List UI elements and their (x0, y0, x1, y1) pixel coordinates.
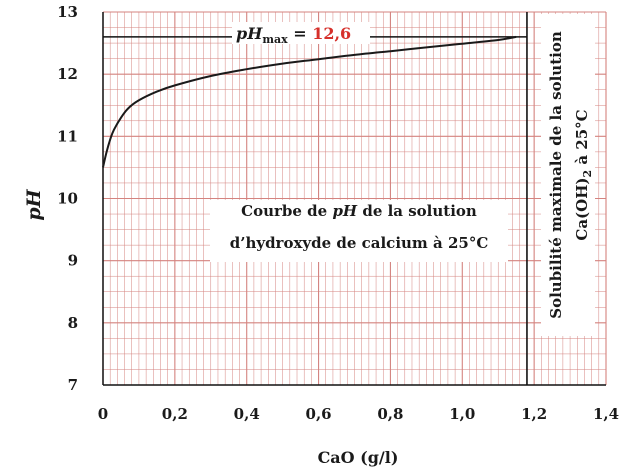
y-tick-label: 9 (68, 252, 78, 270)
y-tick-label: 7 (68, 376, 78, 394)
x-axis-label: CaO (g/l) (318, 448, 399, 467)
phmax-value: 12,6 (312, 24, 351, 43)
solubility-temperature: à 25°C (573, 109, 591, 170)
solubility-formula: Ca(OH) (573, 178, 591, 241)
curve-title-line1: Courbe de pH de la solution (241, 202, 477, 220)
x-tick-label: 0 (98, 405, 108, 423)
x-tick-label: 0,4 (234, 405, 260, 423)
phmax-label-equals: = (288, 24, 313, 43)
solubility-label-background (541, 14, 595, 336)
solubility-formula-sub: 2 (581, 170, 594, 178)
grid-lines (102, 11, 607, 386)
phmax-label-ph: pH (236, 24, 263, 43)
curve-title-background (210, 200, 508, 262)
phmax-label-background (232, 22, 370, 44)
curve-title-part-c: de la solution (357, 202, 477, 220)
solubility-label-line1: Solubilité maximale de la solution (547, 31, 565, 319)
y-tick-label: 12 (57, 65, 78, 83)
phmax-label: pHmax = 12,6 (236, 24, 351, 46)
phmax-label-sub: max (262, 33, 288, 46)
x-tick-label: 0,8 (377, 405, 403, 423)
y-tick-label: 13 (57, 3, 78, 21)
y-tick-label: 11 (57, 127, 78, 145)
y-tick-label: 10 (57, 190, 78, 208)
tick-labels: 0 0,2 0,4 0,6 0,8 1,0 1,2 1,4 7 8 9 10 11 12 13 (57, 3, 619, 423)
series-ph-curve (102, 35, 517, 168)
curve-title-part-b: pH (332, 202, 357, 220)
curve-title-part-a: Courbe de (241, 202, 332, 220)
x-tick-label: 0,6 (306, 405, 332, 423)
solubility-label-line2: Ca(OH)2 à 25°C (573, 109, 594, 240)
x-tick-label: 0,2 (162, 405, 188, 423)
x-tick-label: 1,4 (593, 405, 619, 423)
y-axis-label: pH (23, 188, 45, 220)
axes (102, 12, 606, 386)
x-tick-label: 1,2 (521, 405, 547, 423)
x-tick-label: 1,0 (449, 405, 475, 423)
y-tick-label: 8 (68, 314, 78, 332)
curve-title-line2: d’hydroxyde de calcium à 25°C (230, 234, 489, 252)
